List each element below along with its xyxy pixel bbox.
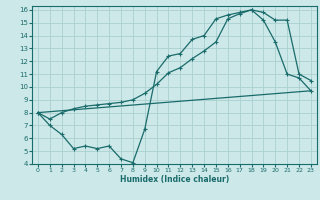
X-axis label: Humidex (Indice chaleur): Humidex (Indice chaleur) <box>120 175 229 184</box>
